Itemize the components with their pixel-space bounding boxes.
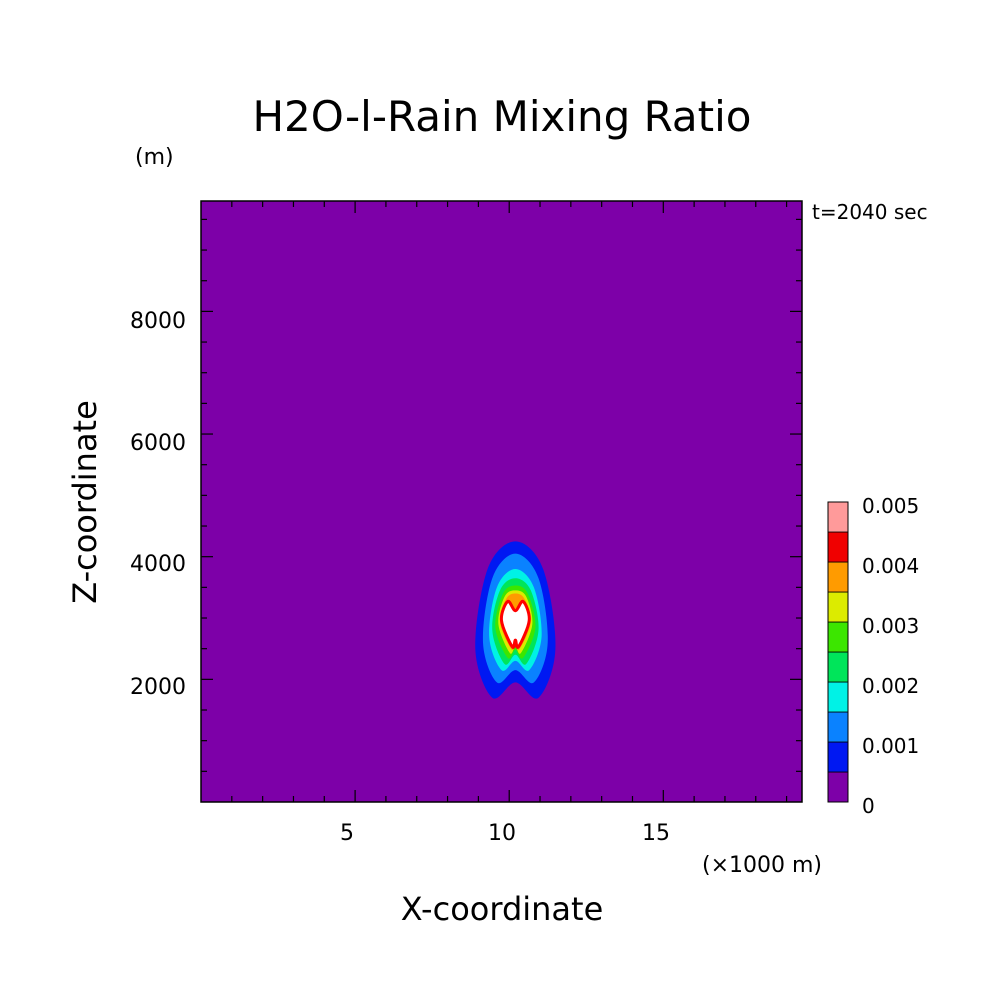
colorbar-segment	[827, 651, 849, 683]
plot-frame	[200, 200, 803, 803]
colorbar-segment	[827, 711, 849, 743]
y-tick-label: 4000	[130, 552, 186, 577]
x-axis-label: X-coordinate	[401, 890, 604, 928]
chart-title: H2O-l-Rain Mixing Ratio	[252, 92, 751, 141]
colorbar-segment	[827, 681, 849, 713]
colorbar-segment	[827, 501, 849, 533]
colorbar-segment	[827, 561, 849, 593]
colorbar-segment	[827, 621, 849, 653]
colorbar-label: 0.004	[862, 554, 919, 578]
peak-region	[499, 599, 531, 649]
x-tick-label: 5	[340, 821, 354, 846]
y-axis-ticks	[201, 218, 802, 772]
y-tick-label: 2000	[130, 675, 186, 700]
plot-background	[201, 201, 802, 802]
colorbar-label: 0.005	[862, 494, 919, 518]
x-unit-label: (×1000 m)	[702, 853, 822, 878]
y-axis-label: Z-coordinate	[66, 400, 104, 604]
colorbar-label: 0	[862, 794, 875, 818]
colorbar-label: 0.001	[862, 734, 919, 758]
colorbar-frame	[827, 501, 849, 803]
colorbar-segment	[827, 591, 849, 623]
colorbar	[827, 501, 849, 803]
x-tick-label: 15	[642, 821, 670, 846]
colorbar-segment	[827, 531, 849, 563]
contour-layer	[475, 541, 556, 699]
y-tick-label: 6000	[130, 431, 186, 456]
colorbar-segment	[827, 771, 849, 803]
y-unit-label: (m)	[135, 145, 174, 170]
colorbar-segment	[827, 741, 849, 773]
time-label: t=2040 sec	[812, 200, 928, 224]
y-tick-label: 8000	[130, 309, 186, 334]
colorbar-label: 0.003	[862, 614, 919, 638]
x-tick-label: 10	[488, 821, 516, 846]
colorbar-label: 0.002	[862, 674, 919, 698]
x-axis-ticks	[231, 201, 788, 802]
